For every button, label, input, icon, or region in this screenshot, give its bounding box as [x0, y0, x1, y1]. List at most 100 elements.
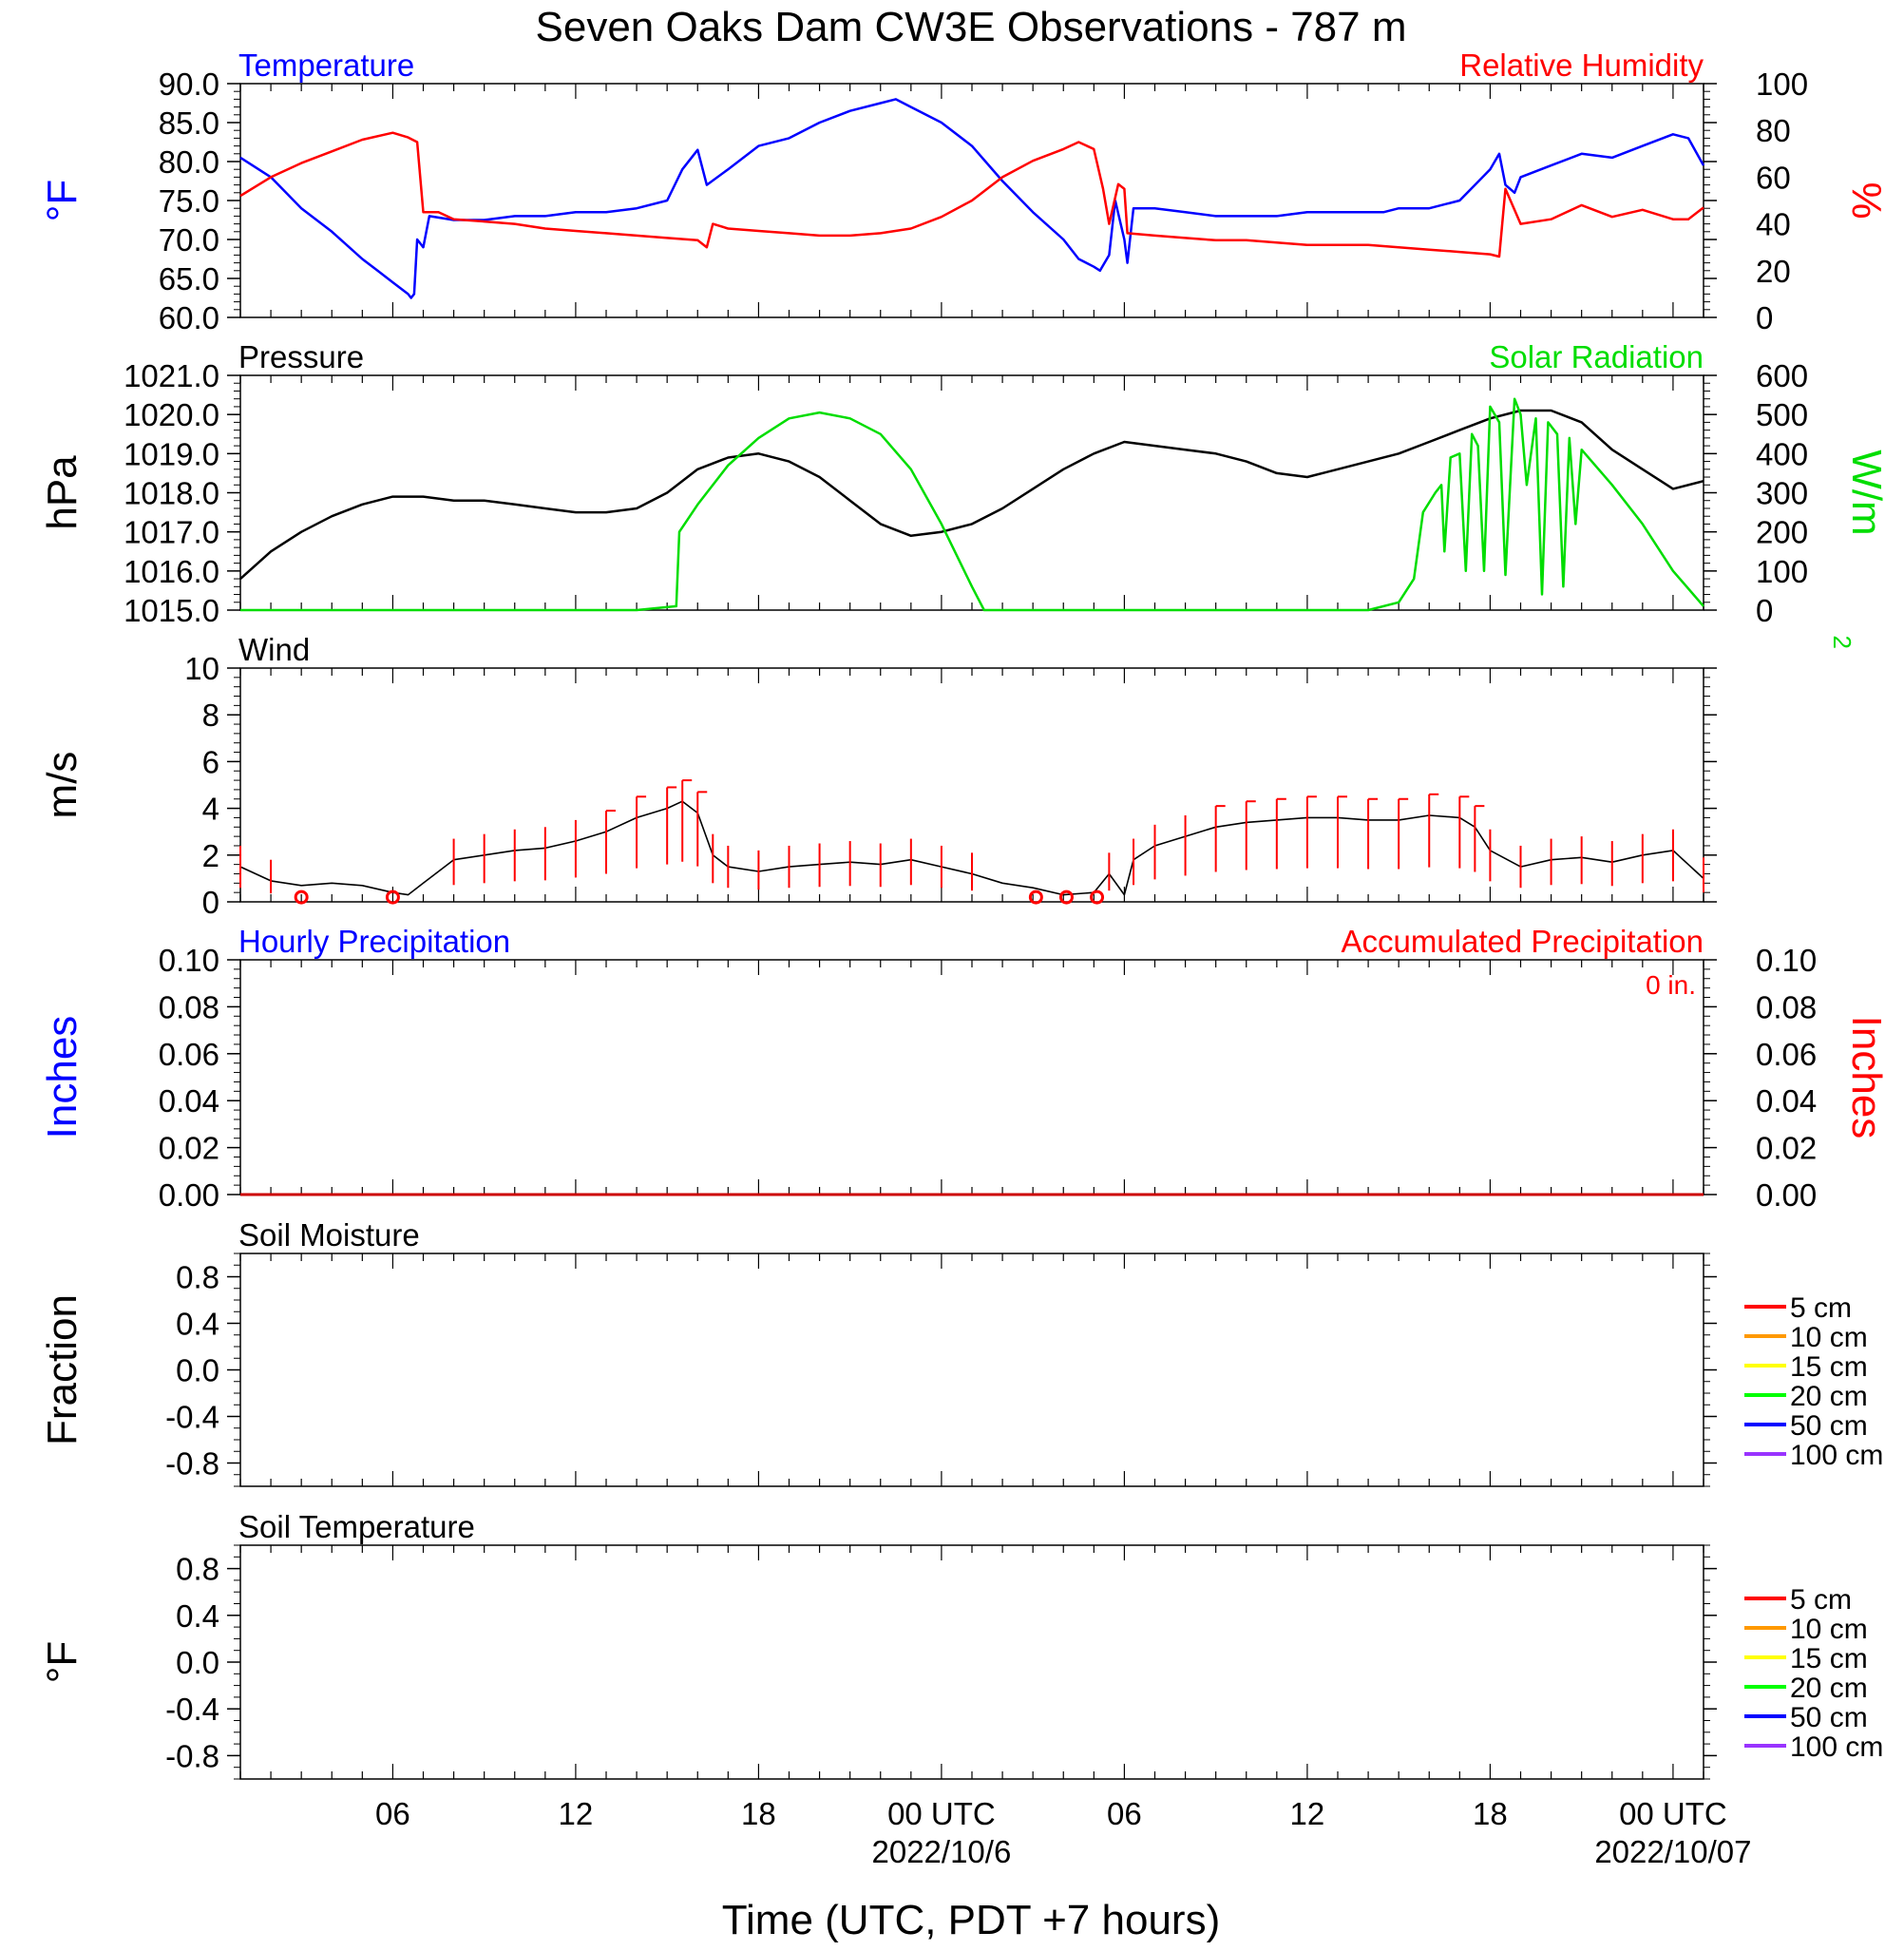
- y-axis-label-left: Inches: [39, 1016, 86, 1139]
- plot-frame: [239, 1253, 1704, 1487]
- y-tick-label-left: 0.08: [159, 989, 219, 1024]
- plot-frame: [239, 374, 1704, 611]
- y-tick-label-left: 80.0: [159, 144, 219, 180]
- legend-label: 50 cm: [1790, 1702, 1868, 1733]
- y-tick-label-left: 0.0: [176, 1645, 219, 1680]
- y-tick-label-left: 70.0: [159, 222, 219, 258]
- legend-label: 15 cm: [1790, 1351, 1868, 1383]
- panel-wind: [227, 667, 1717, 905]
- y-tick-label-left: 6: [202, 744, 219, 779]
- figure-title: Seven Oaks Dam CW3E Observations - 787 m: [536, 4, 1407, 50]
- y-axis-label-right: W/m: [1843, 449, 1890, 535]
- y-tick-label-right: 100: [1756, 554, 1808, 589]
- y-tick-label-left: 85.0: [159, 105, 219, 141]
- y-tick-label-right: 0.02: [1756, 1131, 1817, 1166]
- humidity-line: [239, 131, 1704, 258]
- y-tick-label-left: -0.4: [165, 1692, 219, 1727]
- plot-frame: [239, 959, 1704, 1195]
- panel-soil-temperature: [227, 1544, 1786, 1780]
- y-tick-label-left: 60.0: [159, 300, 219, 335]
- y-tick-label-left: 0.06: [159, 1037, 219, 1072]
- y-axis-label-left: Fraction: [39, 1294, 86, 1445]
- panel-title-left: Wind: [238, 632, 310, 667]
- y-axis-label-left: °F: [39, 1641, 86, 1683]
- date-label: 2022/10/07: [1594, 1834, 1751, 1869]
- y-tick-label-left: 8: [202, 698, 219, 733]
- y-tick-label-left: 0.10: [159, 943, 219, 978]
- panel-title-right: Relative Humidity: [1459, 48, 1704, 83]
- y-axis-label-superscript: 2: [1828, 636, 1856, 649]
- y-tick-label-left: 0.8: [176, 1260, 219, 1295]
- y-tick-label-left: 0.4: [176, 1598, 219, 1634]
- x-tick-label: 06: [375, 1796, 410, 1831]
- y-tick-label-left: 75.0: [159, 183, 219, 219]
- y-tick-label-left: 4: [202, 792, 219, 827]
- y-tick-label-right: 0.04: [1756, 1083, 1817, 1119]
- y-tick-label-left: -0.8: [165, 1446, 219, 1482]
- y-tick-label-right: 20: [1756, 254, 1791, 289]
- calm-wind-circle: [385, 889, 400, 905]
- y-tick-label-right: 300: [1756, 476, 1808, 511]
- x-tick-label: 12: [559, 1796, 594, 1831]
- x-tick-label: 06: [1107, 1796, 1142, 1831]
- y-axis-label-right: Inches: [1843, 1016, 1890, 1139]
- y-tick-label-left: -0.8: [165, 1738, 219, 1773]
- y-tick-label-right: 100: [1756, 67, 1808, 102]
- temperature-line: [239, 98, 1705, 299]
- panel-title-left: Soil Temperature: [238, 1509, 475, 1544]
- y-tick-label-left: 90.0: [159, 67, 219, 102]
- panel-temperature-humidity: [227, 83, 1717, 318]
- y-axis-label-left: hPa: [39, 455, 86, 530]
- y-tick-label-left: 0.8: [176, 1552, 219, 1587]
- panel-title-right: Accumulated Precipitation: [1341, 924, 1704, 959]
- y-tick-label-right: 600: [1756, 358, 1808, 393]
- panel-precipitation: [227, 959, 1717, 1196]
- legend-label: 20 cm: [1790, 1381, 1868, 1412]
- x-tick-label: 00 UTC: [887, 1796, 996, 1831]
- legend-label: 100 cm: [1790, 1731, 1883, 1763]
- y-tick-label-right: 0.00: [1756, 1177, 1817, 1213]
- legend-label: 5 cm: [1790, 1584, 1852, 1616]
- y-tick-label-left: 0.02: [159, 1131, 219, 1166]
- panel-soil-moisture: [227, 1253, 1786, 1487]
- x-tick-label: 18: [741, 1796, 776, 1831]
- y-tick-label-right: 200: [1756, 515, 1808, 550]
- y-tick-label-left: -0.4: [165, 1400, 219, 1435]
- x-tick-label: 00 UTC: [1619, 1796, 1727, 1831]
- panel-title-left: Hourly Precipitation: [238, 924, 510, 959]
- plot-frame: [239, 1544, 1704, 1780]
- calm-wind-circle: [1090, 889, 1105, 905]
- x-axis-label: Time (UTC, PDT +7 hours): [722, 1897, 1220, 1943]
- y-tick-label-right: 40: [1756, 207, 1791, 242]
- legend-label: 10 cm: [1790, 1322, 1868, 1353]
- y-tick-label-left: 1016.0: [124, 554, 219, 589]
- legend-label: 50 cm: [1790, 1410, 1868, 1442]
- legend-label: 100 cm: [1790, 1440, 1883, 1471]
- y-tick-label-left: 1015.0: [124, 593, 219, 628]
- y-tick-label-right: 400: [1756, 436, 1808, 471]
- y-axis-label-left: m/s: [39, 752, 86, 819]
- y-tick-label-right: 0.10: [1756, 943, 1817, 978]
- y-tick-label-left: 0.4: [176, 1307, 219, 1342]
- y-tick-label-right: 60: [1756, 160, 1791, 195]
- y-tick-label-left: 1017.0: [124, 515, 219, 550]
- panel-title-right: Solar Radiation: [1489, 339, 1704, 374]
- panel-title-left: Temperature: [238, 48, 414, 83]
- y-tick-label-left: 1021.0: [124, 358, 219, 393]
- y-tick-label-left: 0.0: [176, 1353, 219, 1388]
- panel-title-left: Soil Moisture: [238, 1217, 420, 1253]
- y-tick-label-right: 0.08: [1756, 989, 1817, 1024]
- solar-radiation-line: [240, 397, 1704, 612]
- calm-wind-circle: [1058, 889, 1074, 905]
- y-tick-label-left: 2: [202, 838, 219, 873]
- y-tick-label-right: 0: [1756, 593, 1773, 628]
- y-tick-label-left: 0.00: [159, 1177, 219, 1213]
- y-tick-label-left: 1020.0: [124, 397, 219, 432]
- panel-title-left: Pressure: [238, 339, 364, 374]
- calm-wind-circle: [1028, 889, 1043, 905]
- legend-label: 20 cm: [1790, 1673, 1868, 1704]
- y-axis-label-right: %: [1843, 182, 1890, 219]
- y-axis-label-left: °F: [39, 180, 86, 221]
